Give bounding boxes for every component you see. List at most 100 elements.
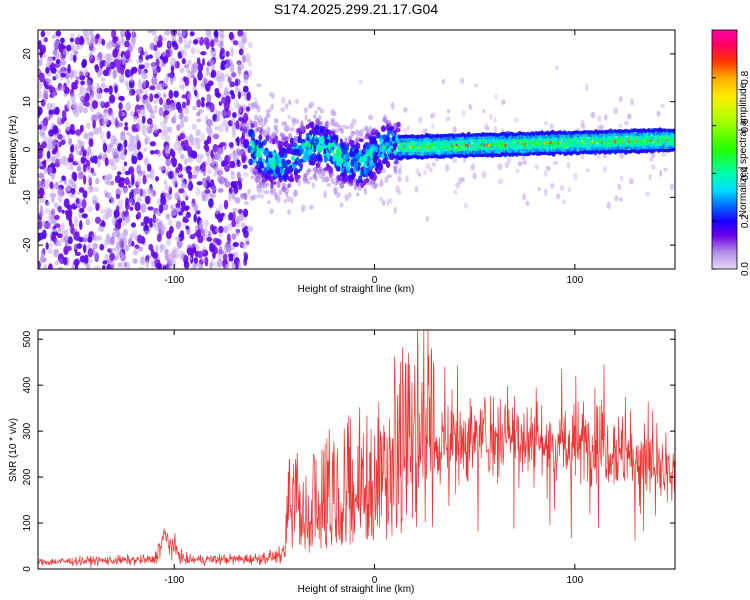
spectrogram-cell bbox=[271, 103, 274, 110]
spectrogram-cell bbox=[215, 228, 220, 233]
spectrogram-cell bbox=[212, 144, 218, 153]
spectrogram-cell bbox=[137, 234, 143, 244]
spectrogram-cell bbox=[397, 167, 402, 176]
spectrogram-cell bbox=[100, 76, 106, 82]
spectrogram-cell bbox=[241, 243, 248, 250]
spectrogram-cell bbox=[79, 255, 86, 263]
spectrogram-cell bbox=[87, 131, 95, 137]
spectrogram-cell bbox=[140, 106, 146, 116]
spectrogram-cell bbox=[163, 102, 170, 111]
spectrogram-cell bbox=[298, 130, 302, 139]
spectrogram-cell bbox=[323, 155, 328, 164]
spectrogram-cell bbox=[86, 151, 90, 160]
spectrogram-cell bbox=[143, 124, 150, 133]
spectrogram-cell bbox=[158, 34, 163, 44]
spectrogram-cell bbox=[122, 166, 126, 175]
spectrogram-cell bbox=[60, 59, 65, 65]
spectrogram-cell bbox=[46, 56, 53, 66]
spectrogram-cell bbox=[566, 161, 571, 169]
spectrogram-cell bbox=[350, 144, 357, 149]
spectrogram-cell bbox=[383, 152, 387, 161]
spectrogram-cell bbox=[481, 170, 487, 179]
spectrogram-cell bbox=[273, 181, 277, 185]
spectrogram-cell bbox=[66, 79, 71, 86]
spectrogram-cell bbox=[242, 38, 247, 43]
spectrogram-cell bbox=[219, 47, 225, 55]
spectrogram-cell bbox=[311, 182, 316, 189]
spectrogram-cell bbox=[432, 162, 436, 168]
spectrogram-cell bbox=[44, 208, 51, 214]
spectrogram-cell bbox=[181, 57, 186, 65]
spectrogram-cell bbox=[327, 142, 332, 151]
spectrogram-cell bbox=[324, 122, 328, 129]
spectrogram-cell bbox=[109, 252, 115, 262]
spectrogram-cell bbox=[309, 135, 312, 140]
spectrogram-cell bbox=[45, 77, 50, 82]
spectrogram-cell bbox=[189, 31, 195, 37]
spectrogram-cell bbox=[124, 177, 130, 186]
spectrogram-cell bbox=[183, 38, 188, 48]
spectrogram-cell bbox=[229, 90, 235, 95]
spectrogram-cell bbox=[134, 201, 141, 212]
spectrogram-cell bbox=[206, 93, 212, 104]
spectrogram-cell bbox=[253, 96, 257, 103]
spectrogram-cell bbox=[256, 105, 261, 113]
spectrogram-cell bbox=[360, 181, 365, 189]
spectrogram-cell bbox=[250, 123, 255, 128]
spectrogram-cell bbox=[179, 132, 186, 140]
spectrogram-cell bbox=[46, 201, 51, 207]
spectrogram-cell bbox=[237, 30, 244, 37]
spectrogram-cell bbox=[663, 167, 668, 172]
spectrogram-cell bbox=[38, 220, 43, 230]
spectrogram-cell bbox=[150, 170, 155, 181]
spectrogram-cell bbox=[77, 102, 84, 111]
spectrogram-cell bbox=[109, 112, 115, 118]
spectrogram-cell bbox=[537, 187, 541, 192]
spectrogram-cell bbox=[115, 120, 120, 129]
spectrogram-cell bbox=[47, 248, 53, 255]
spectrogram-cell bbox=[195, 112, 200, 117]
spectrogram-cell bbox=[284, 124, 290, 133]
spectrogram-cell bbox=[362, 154, 368, 162]
spectrogram-cell bbox=[330, 130, 336, 135]
spectrogram-cell bbox=[128, 197, 134, 208]
spectrogram-cell bbox=[373, 156, 378, 163]
spectrogram-cell bbox=[238, 208, 243, 215]
spectrogram-cell bbox=[255, 176, 259, 184]
spectrogram-cell bbox=[326, 183, 331, 187]
spectrogram-cell bbox=[122, 187, 129, 193]
spectrogram-cell bbox=[110, 117, 116, 126]
spectrogram-cell bbox=[123, 161, 128, 167]
spectrogram-cell bbox=[83, 243, 87, 254]
spectrogram-cell bbox=[52, 91, 56, 99]
spectrogram-cell bbox=[136, 176, 142, 186]
spectrogram-cell bbox=[86, 122, 91, 130]
spectrogram-cell bbox=[303, 107, 309, 114]
spectrogram-cell bbox=[173, 141, 180, 151]
spectrogram-cell bbox=[88, 138, 94, 148]
spectrogram-cell bbox=[208, 198, 214, 208]
spectrogram-cell bbox=[223, 101, 230, 111]
spectrogram-cell bbox=[38, 232, 41, 242]
spectrogram-cell bbox=[191, 202, 195, 212]
spectrogram-cell bbox=[165, 195, 170, 203]
spectrogram-cell bbox=[46, 102, 53, 111]
spectrogram-cell bbox=[71, 99, 77, 109]
spectrogram-cell bbox=[65, 121, 71, 132]
spectrogram-cell bbox=[247, 225, 254, 232]
spectrogram-cell bbox=[80, 156, 86, 164]
spectrogram-cell bbox=[182, 211, 186, 217]
spectrogram-cell bbox=[38, 106, 43, 116]
spectrogram-cell bbox=[73, 184, 78, 189]
spectrogram-cell bbox=[164, 30, 171, 36]
spectrogram-cell bbox=[331, 136, 338, 140]
spectrogram-cell bbox=[44, 85, 51, 90]
spectrogram-cell bbox=[323, 176, 330, 183]
spectrogram-cell bbox=[108, 85, 113, 95]
spectrogram-cell bbox=[453, 127, 457, 132]
spectrogram-cell bbox=[265, 182, 270, 187]
spectrogram-cell bbox=[154, 222, 160, 232]
spectrogram-cell bbox=[237, 108, 242, 114]
spectrogram-cell bbox=[562, 198, 566, 205]
spectrogram-cell bbox=[136, 196, 143, 203]
